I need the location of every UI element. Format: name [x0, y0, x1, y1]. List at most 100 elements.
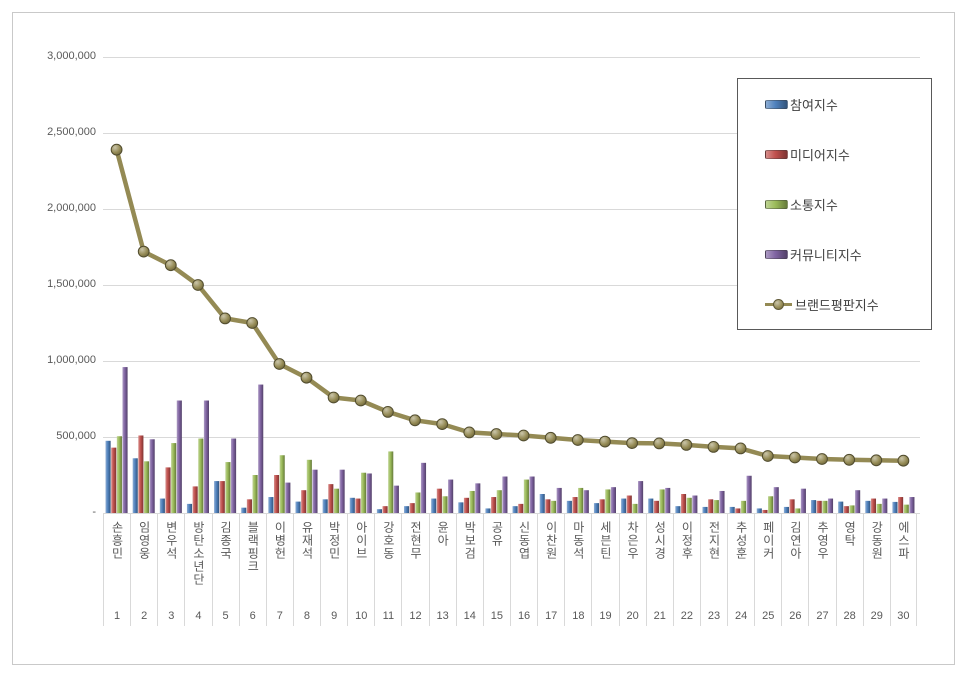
category-name: 강호동: [381, 521, 396, 560]
category-column: 이찬원 17: [537, 514, 564, 626]
bar: [225, 462, 231, 513]
bar: [485, 508, 491, 513]
bar: [231, 438, 237, 513]
category-name: 추성훈: [734, 521, 749, 560]
bar: [122, 367, 128, 513]
category-rank: 8: [303, 610, 311, 622]
bar: [556, 487, 562, 513]
category-name: 박정민: [327, 521, 342, 560]
category-rank: 29: [870, 610, 883, 622]
category-name: 윤아: [435, 521, 450, 547]
line-marker: [789, 451, 801, 464]
category-column: 전현무 12: [401, 514, 428, 626]
bar: [252, 475, 258, 513]
bar: [659, 489, 665, 513]
bar: [680, 494, 687, 513]
bar: [550, 500, 557, 513]
bar: [415, 492, 421, 513]
bar: [475, 483, 481, 513]
bar: [632, 503, 638, 513]
bar: [431, 498, 437, 513]
category-rank: 23: [707, 610, 721, 622]
bar: [458, 502, 464, 513]
bar: [448, 479, 454, 513]
bar: [648, 498, 654, 513]
legend-entry: 미디어지수: [738, 129, 931, 179]
category-column: 추영우 27: [808, 514, 835, 626]
line-marker: [816, 453, 828, 465]
category-rank: 10: [355, 610, 368, 622]
line-marker: [707, 441, 720, 453]
bar: [529, 476, 535, 513]
legend-label: 참여지수: [790, 97, 838, 113]
bar: [143, 461, 150, 513]
category-rank: 21: [653, 610, 666, 622]
bar: [865, 500, 871, 513]
bar: [892, 501, 898, 513]
y-tick-label: 2,500,000: [47, 126, 96, 138]
bar: [610, 487, 616, 513]
bar: [572, 497, 578, 513]
bar: [909, 497, 915, 513]
category-name: 손흥민: [110, 521, 125, 560]
category-column: 이병헌 7: [265, 514, 293, 626]
category-name: 이정후: [679, 521, 694, 560]
category-rank: 19: [599, 610, 612, 622]
bar: [420, 462, 427, 513]
category-rank: 25: [762, 610, 775, 622]
bar: [692, 495, 698, 513]
bar: [273, 475, 280, 513]
category-rank: 5: [222, 610, 229, 622]
line-marker: [382, 406, 394, 418]
legend-bar-swatch-icon: [765, 149, 788, 159]
category-rank: 18: [572, 610, 585, 622]
bar: [523, 479, 529, 513]
category-column: 에스파 30: [889, 514, 917, 626]
category-name: 차은우: [625, 521, 640, 560]
legend-entry: 참여지수: [738, 79, 931, 129]
bar: [876, 503, 882, 513]
category-name: 공유: [489, 521, 504, 547]
bar: [366, 473, 372, 513]
category-rank: 22: [680, 610, 693, 622]
category-name: 이찬원: [544, 521, 559, 560]
category-rank: 28: [843, 610, 856, 622]
category-column: 페이커 25: [754, 514, 781, 626]
category-rank: 20: [626, 610, 639, 622]
bar: [756, 508, 762, 513]
bar: [186, 503, 193, 513]
category-column: 신동엽 16: [510, 514, 537, 626]
bar: [686, 497, 692, 513]
legend-label: 미디어지수: [790, 147, 850, 163]
category-column: 박정민 9: [320, 514, 347, 626]
bar: [241, 507, 247, 513]
category-name: 김연아: [788, 521, 803, 560]
category-rank: 7: [276, 610, 283, 622]
bar: [491, 497, 497, 513]
legend-bar-swatch-icon: [765, 249, 788, 259]
category-column: 강동원 29: [862, 514, 890, 626]
bar: [843, 506, 849, 513]
category-name: 아이브: [354, 521, 369, 560]
bar: [593, 503, 600, 513]
category-column: 김연아 26: [781, 514, 808, 626]
bar: [301, 490, 307, 513]
bar: [246, 499, 252, 513]
category-name: 추영우: [815, 521, 830, 560]
category-name: 신동엽: [517, 521, 532, 560]
line-marker: [327, 391, 340, 404]
bar: [789, 499, 795, 513]
bar: [800, 488, 806, 513]
bar: [816, 500, 822, 513]
y-tick-label: 1,500,000: [47, 278, 96, 290]
bar: [502, 476, 508, 513]
bar: [393, 485, 399, 513]
category-rank: 17: [545, 610, 558, 622]
category-column: 블랙핑크 6: [238, 514, 266, 626]
bar: [111, 447, 117, 513]
bar: [312, 469, 318, 513]
bar: [258, 384, 264, 513]
legend-label: 커뮤니티지수: [790, 247, 862, 263]
category-column: 방탄소년단 4: [184, 514, 211, 626]
bar: [675, 506, 681, 513]
